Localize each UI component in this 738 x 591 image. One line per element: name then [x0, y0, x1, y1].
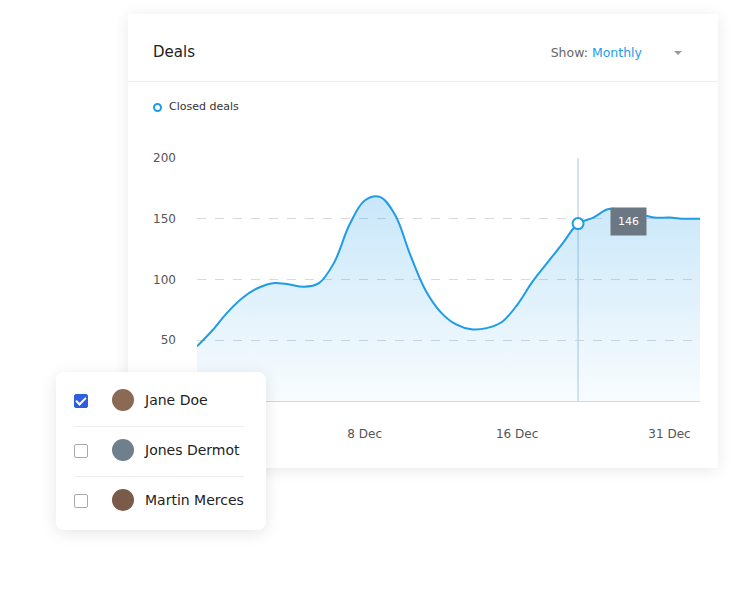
svg-text:50: 50: [161, 333, 176, 347]
html-text:Show: Monthly: Show: Monthly: [550, 45, 642, 60]
svg-text:146: 146: [618, 215, 639, 228]
html-text:Jane Doe: Jane Doe: [145, 392, 208, 408]
svg-text:150: 150: [153, 212, 176, 226]
html-text:Closed deals: Closed deals: [169, 100, 239, 113]
svg-text:8 Dec: 8 Dec: [347, 427, 382, 441]
svg-text:16 Dec: 16 Dec: [496, 427, 538, 441]
html-text:Martin Merces: Martin Merces: [145, 492, 244, 508]
svg-text:200: 200: [153, 151, 176, 165]
html-text:Jones Dermot: Jones Dermot: [145, 442, 240, 458]
svg-text:31 Dec: 31 Dec: [648, 427, 690, 441]
svg-text:100: 100: [153, 273, 176, 287]
html-text:Deals: Deals: [153, 43, 195, 61]
